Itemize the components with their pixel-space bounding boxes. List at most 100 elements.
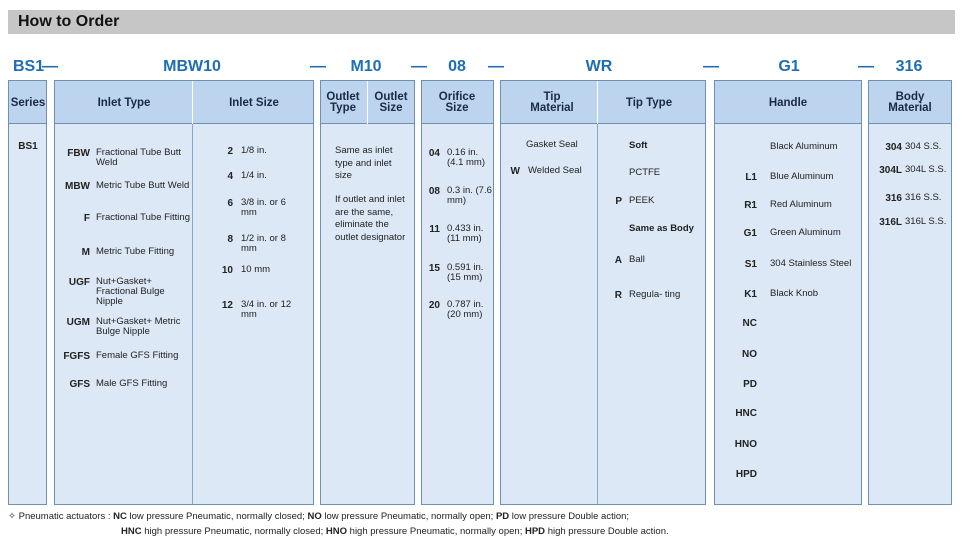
footnote-text: low pressure Pneumatic, normally closed; xyxy=(129,511,305,522)
footnote-code: HNC xyxy=(121,526,142,537)
option-code: W xyxy=(510,165,520,177)
option-code: MBW xyxy=(65,180,90,192)
option-text: Metric Tube Fitting xyxy=(96,246,175,257)
code-dash: — xyxy=(42,58,58,75)
footnote-code: PD xyxy=(495,511,510,522)
option-text: Fractional Tube Fitting xyxy=(96,212,190,223)
option-text: Metric Tube Butt Weld xyxy=(96,180,190,191)
option-text: Red Aluminum xyxy=(770,199,832,210)
code-dash: — xyxy=(310,58,326,75)
header-divider xyxy=(367,81,368,124)
option-text: Green Aluminum xyxy=(770,227,841,238)
column-header: Inlet Type xyxy=(97,96,151,109)
footnote-line: ✧ Pneumatic actuators : NC low pressure … xyxy=(8,512,958,522)
option-code: 2 xyxy=(227,145,233,157)
option-text: 1/8 in. xyxy=(241,145,267,156)
code-dash: — xyxy=(703,58,719,75)
option-code: 11 xyxy=(429,223,440,235)
column-box xyxy=(421,80,494,505)
code-segment: MBW10 xyxy=(163,58,221,75)
option-text: 0.3 in. (7.6 mm) xyxy=(447,185,492,206)
option-code: HPD xyxy=(735,468,757,480)
column-header: Tip Material xyxy=(530,91,574,114)
option-text: 304 S.S. xyxy=(905,141,942,152)
option-code: 4 xyxy=(227,170,233,182)
column-header: Orifice Size xyxy=(438,91,476,114)
code-segment: BS1 xyxy=(13,58,45,75)
option-code: 6 xyxy=(227,197,233,209)
code-dash: — xyxy=(488,58,504,75)
option-code: S1 xyxy=(744,258,757,270)
option-code: 20 xyxy=(428,299,440,311)
option-code: 04 xyxy=(428,147,440,159)
option-text: Nut+Gasket+ Fractional Bulge Nipple xyxy=(96,276,165,307)
column-box xyxy=(868,80,952,505)
option-text: Fractional Tube Butt Weld xyxy=(96,147,182,168)
footnote-line: HNC high pressure Pneumatic, normally cl… xyxy=(121,527,961,537)
option-code: R1 xyxy=(744,199,757,211)
code-segment: M10 xyxy=(350,58,382,75)
column-header-band xyxy=(9,81,46,124)
option-text: 0.591 in. (15 mm) xyxy=(447,262,484,283)
option-code: FBW xyxy=(67,147,90,159)
option-code: R xyxy=(614,289,622,301)
option-code: 304 xyxy=(885,141,902,153)
option-code: UGM xyxy=(66,316,90,328)
option-text: 0.433 in. (11 mm) xyxy=(447,223,484,244)
option-code: M xyxy=(81,246,90,258)
column-header: Body Material xyxy=(888,91,932,114)
option-code: 316 xyxy=(885,192,902,204)
header-divider xyxy=(192,81,193,124)
option-code: 8 xyxy=(227,233,233,245)
option-code: HNC xyxy=(735,407,757,419)
option-text: Ball xyxy=(629,254,645,265)
column-box xyxy=(54,80,314,505)
column-header-band xyxy=(869,81,951,124)
code-segment: WR xyxy=(585,58,613,75)
option-text: Same as Body xyxy=(629,223,694,234)
option-text: Blue Aluminum xyxy=(770,171,834,182)
option-text: Female GFS Fitting xyxy=(96,350,179,361)
option-text: 316 S.S. xyxy=(905,192,942,203)
column-box xyxy=(714,80,862,505)
option-text: 10 mm xyxy=(241,264,271,275)
footnote-code: HPD xyxy=(524,526,546,537)
footnote-code: HNO xyxy=(325,526,348,537)
footnote-text: low pressure Double action; xyxy=(511,511,630,522)
footnote-text: high pressure Pneumatic, normally closed… xyxy=(144,526,324,537)
header-bar xyxy=(8,10,955,34)
footnote-code: NO xyxy=(307,511,322,522)
option-code: 316L xyxy=(879,216,902,228)
option-text: 304 Stainless Steel xyxy=(770,258,852,269)
column-header: Outlet Size xyxy=(374,91,408,114)
option-code: F xyxy=(83,212,90,224)
option-text: 0.16 in. (4.1 mm) xyxy=(447,147,485,168)
footnote-prefix: Pneumatic actuators : xyxy=(18,511,111,522)
option-code: 08 xyxy=(428,185,440,197)
option-code: FGFS xyxy=(63,350,90,362)
option-code: 10 xyxy=(221,264,233,276)
option-text: 304L S.S. xyxy=(905,164,947,175)
footnote-text: high pressure Double action. xyxy=(547,526,669,537)
column-header-band xyxy=(715,81,861,124)
footnote-bullet: ✧ xyxy=(8,511,19,522)
option-code: L1 xyxy=(745,171,757,183)
code-segment: 316 xyxy=(895,58,923,75)
title: How to Order xyxy=(18,13,120,30)
option-code: GFS xyxy=(69,378,90,390)
outlet-note: If outlet and inlet are the same, elimin… xyxy=(335,194,406,243)
column-header: Series xyxy=(10,96,46,109)
option-code: K1 xyxy=(744,288,757,300)
column-header: Outlet Type xyxy=(326,91,360,114)
option-text: Welded Seal xyxy=(528,165,582,176)
option-code: 12 xyxy=(221,299,233,311)
option-code: BS1 xyxy=(18,140,38,152)
option-text: 0.787 in. (20 mm) xyxy=(447,299,484,320)
column-header: Tip Type xyxy=(625,96,673,109)
option-text: PCTFE xyxy=(629,167,661,178)
option-code: G1 xyxy=(743,227,757,239)
option-code: UGF xyxy=(68,276,90,288)
option-text: 3/4 in. or 12 mm xyxy=(241,299,292,320)
option-text: Black Knob xyxy=(770,288,819,299)
